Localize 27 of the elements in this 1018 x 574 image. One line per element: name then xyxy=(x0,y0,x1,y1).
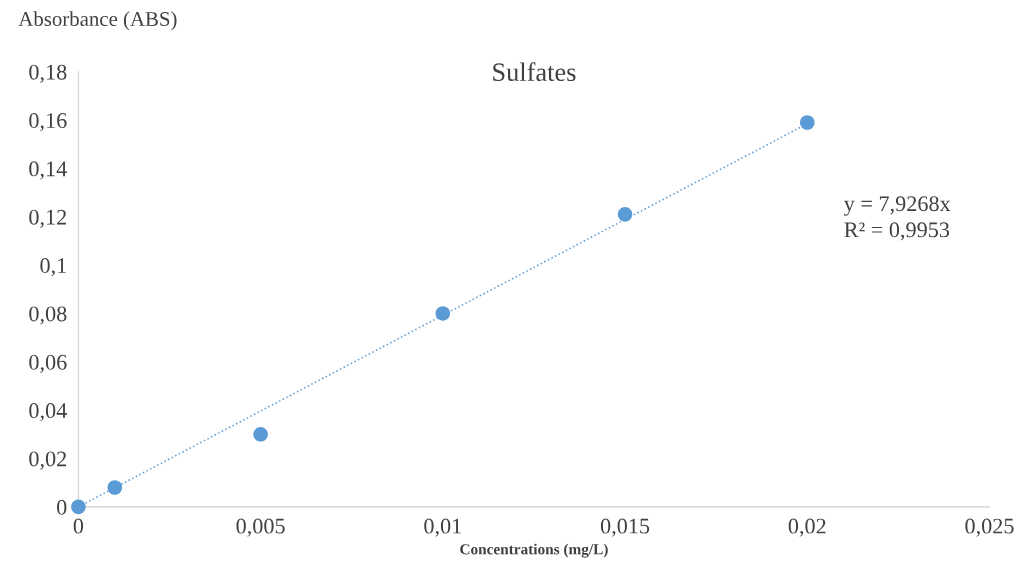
y-tick-label: 0,1 xyxy=(40,258,66,277)
x-tick-label: 0 xyxy=(73,518,84,534)
point xyxy=(253,427,268,442)
chart-title: Sulfates xyxy=(493,62,576,82)
point xyxy=(617,207,633,222)
y-tick-label: 0,02 xyxy=(29,451,67,470)
point xyxy=(799,115,815,130)
y-tick-label: 0,16 xyxy=(29,113,67,132)
x-tick-label: 0,005 xyxy=(236,518,285,537)
annotation: R² = 0,9953 xyxy=(844,222,950,241)
y-tick-label: 0,12 xyxy=(29,209,67,228)
point xyxy=(435,306,451,321)
y-axis-title: Absorbance (ABS) xyxy=(18,11,177,31)
y-tick-label: 0,14 xyxy=(29,161,67,180)
point xyxy=(71,499,86,515)
y-tick-label: 0,06 xyxy=(29,354,67,373)
annotation: y = 7,9268x xyxy=(843,196,951,216)
y-tick-label: 0 xyxy=(57,499,67,515)
x-axis-title: Concentrations (mg/L) xyxy=(460,543,608,558)
y-tick-label: 0,18 xyxy=(29,64,67,83)
x-tick-label: 0,01 xyxy=(424,518,461,537)
point xyxy=(107,480,123,495)
x-tick-label: 0,015 xyxy=(600,518,650,537)
x-tick-label: 0,025 xyxy=(965,518,1014,537)
x-tick-label: 0,02 xyxy=(788,518,826,537)
y-tick-label: 0,04 xyxy=(29,403,67,422)
y-tick-label: 0,08 xyxy=(29,306,67,325)
